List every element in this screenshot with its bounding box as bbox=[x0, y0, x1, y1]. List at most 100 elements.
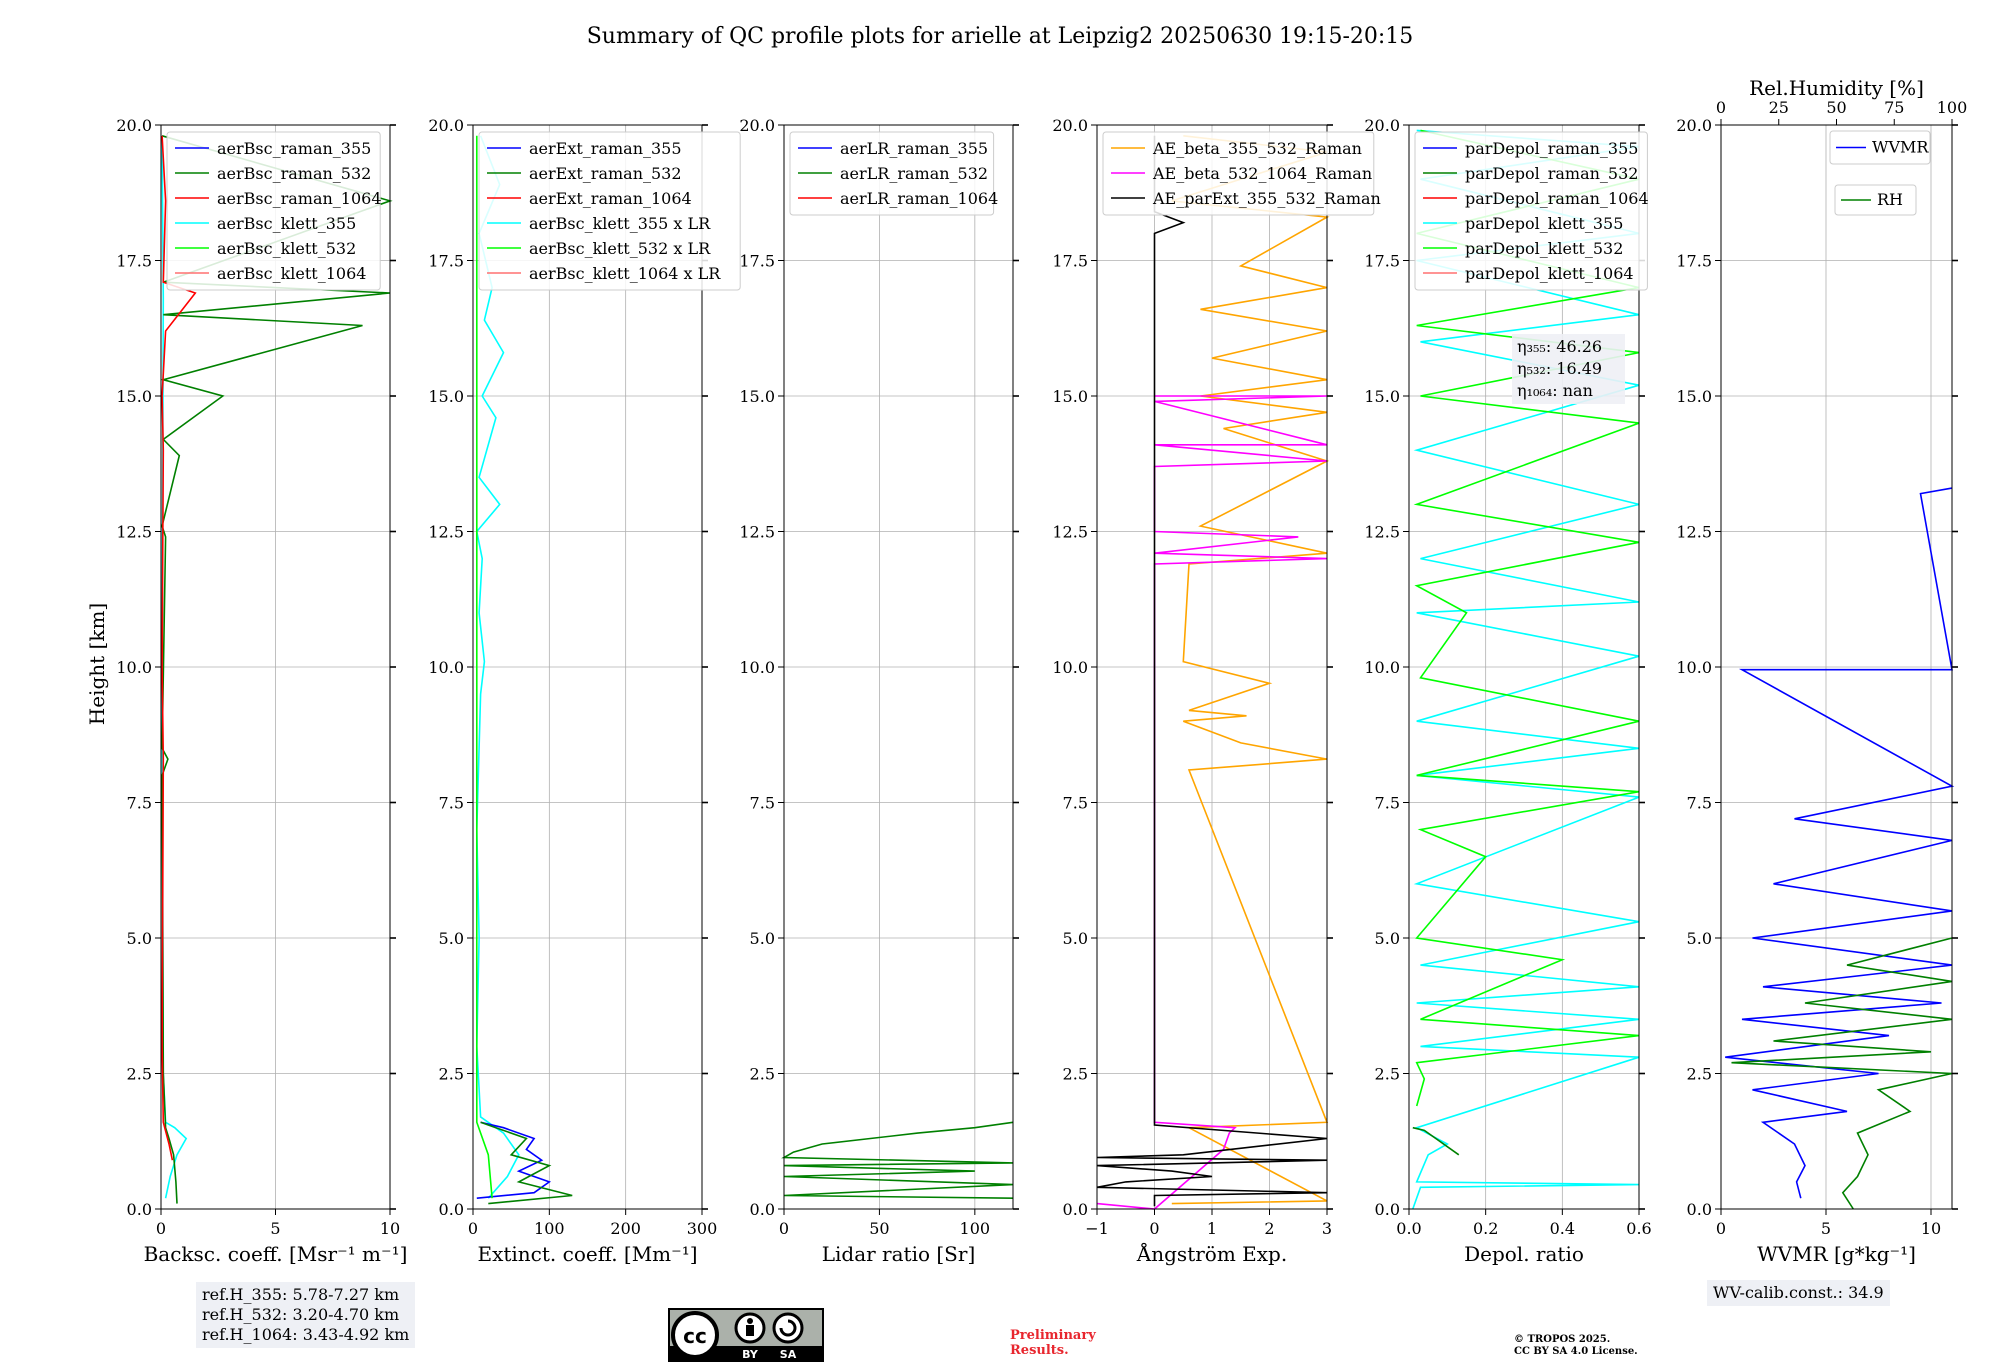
y-tick-label: 12.5 bbox=[428, 523, 464, 542]
x-tick-label: 1 bbox=[1207, 1219, 1217, 1238]
x-axis-label: Depol. ratio bbox=[1464, 1242, 1584, 1266]
x-tick-label: 300 bbox=[687, 1219, 718, 1238]
legend-entry: WVMR bbox=[1872, 138, 1929, 157]
panel-dep: 0.0 2.5 5.0 7.5 10.0 12.5 15.0 17.5 20.0 0.0 0.2 0.… bbox=[1364, 116, 1651, 1266]
legend-entry: parDepol_raman_355 bbox=[1465, 139, 1638, 158]
series-line-aerLR_raman_532 bbox=[781, 1121, 1014, 1199]
legend-box bbox=[1834, 184, 1917, 216]
y-tick-label: 20.0 bbox=[739, 116, 775, 135]
x-tick-label: 5 bbox=[270, 1219, 280, 1238]
y-tick-label: 7.5 bbox=[1687, 794, 1712, 813]
panel-wv: 0.02.55.07.510.012.515.017.520.00 5 10WVMR… bbox=[1676, 76, 1967, 1266]
series-line-parDepol_klett_355 bbox=[1412, 129, 1640, 1210]
series-line-aerBsc_raman_1064 bbox=[161, 135, 197, 1161]
y-tick-label: 2.5 bbox=[1063, 1065, 1088, 1084]
y-tick-label: 10.0 bbox=[1676, 658, 1712, 677]
refh-355: ref.H_355: 5.78-7.27 km bbox=[202, 1285, 400, 1304]
copyright-line-2: CC BY SA 4.0 License. bbox=[1514, 1346, 1638, 1357]
x-axis-label: WVMR [g*kg⁻¹] bbox=[1757, 1242, 1916, 1266]
y-tick-label: 20.0 bbox=[1676, 116, 1712, 135]
legend-entry: aerExt_raman_1064 bbox=[529, 189, 692, 208]
x-tick-label: 100 bbox=[960, 1219, 991, 1238]
legend-entry: aerBsc_raman_532 bbox=[217, 164, 371, 183]
y-tick-label: 2.5 bbox=[439, 1065, 464, 1084]
legend-entry: parDepol_klett_532 bbox=[1465, 239, 1623, 258]
series-line-aerBsc_klett_355 x LR bbox=[475, 135, 520, 1199]
series-line-parDepol_klett_532 bbox=[1413, 129, 1640, 1107]
y-tick-label: 15.0 bbox=[428, 387, 464, 406]
y-tick-label: 5.0 bbox=[1375, 929, 1400, 948]
x-tick-label: 0 bbox=[1149, 1219, 1159, 1238]
y-tick-label: 17.5 bbox=[739, 252, 775, 271]
series-line-aerBsc_raman_532 bbox=[160, 135, 393, 1204]
y-tick-label: 0.0 bbox=[1687, 1200, 1712, 1219]
top-x-tick-label: 0 bbox=[1716, 98, 1726, 117]
copyright-note: © TROPOS 2025. CC BY SA 4.0 License. bbox=[1514, 1334, 1638, 1358]
x-axis-label: Extinct. coeff. [Mm⁻¹] bbox=[477, 1242, 697, 1266]
y-tick-label: 7.5 bbox=[1063, 794, 1088, 813]
y-tick-label: 20.0 bbox=[428, 116, 464, 135]
y-tick-label: 15.0 bbox=[739, 387, 775, 406]
y-tick-label: 17.5 bbox=[116, 252, 152, 271]
sa-icon bbox=[772, 1312, 804, 1344]
y-tick-label: 12.5 bbox=[1364, 523, 1400, 542]
legend-entry: aerLR_raman_1064 bbox=[840, 189, 998, 208]
y-tick-label: 20.0 bbox=[1052, 116, 1088, 135]
y-tick-label: 0.0 bbox=[1375, 1200, 1400, 1219]
top-axis-label: Rel.Humidity [%] bbox=[1749, 76, 1924, 100]
legend-entry: aerBsc_raman_1064 bbox=[217, 189, 382, 208]
y-tick-label: 12.5 bbox=[1676, 523, 1712, 542]
y-tick-label: 7.5 bbox=[439, 794, 464, 813]
x-tick-label: 0 bbox=[779, 1219, 789, 1238]
legend-entry: aerBsc_klett_355 x LR bbox=[529, 214, 711, 233]
series-line-parDepol_raman_532 bbox=[1412, 1126, 1460, 1156]
legend-entry: aerBsc_klett_355 bbox=[217, 214, 356, 233]
legend-entry: aerExt_raman_532 bbox=[529, 164, 682, 183]
top-x-tick-label: 75 bbox=[1884, 98, 1904, 117]
legend-box bbox=[166, 131, 381, 291]
x-tick-label: 0 bbox=[1716, 1219, 1726, 1238]
y-tick-label: 20.0 bbox=[116, 116, 152, 135]
depol-annotation-line: η₅₃₂: 16.49 bbox=[1517, 359, 1602, 378]
x-tick-label: 0.2 bbox=[1473, 1219, 1498, 1238]
y-tick-label: 5.0 bbox=[127, 929, 152, 948]
reference-height-box: ref.H_355: 5.78-7.27 km ref.H_532: 3.20-… bbox=[196, 1282, 416, 1348]
y-tick-label: 2.5 bbox=[127, 1065, 152, 1084]
refh-1064: ref.H_1064: 3.43-4.92 km bbox=[202, 1325, 410, 1344]
top-x-tick-label: 50 bbox=[1826, 98, 1846, 117]
x-tick-label: 2 bbox=[1264, 1219, 1274, 1238]
wv-calib-box: WV-calib.const.: 34.9 bbox=[1707, 1280, 1890, 1306]
y-tick-label: 0.0 bbox=[127, 1200, 152, 1219]
x-tick-label: 0.4 bbox=[1550, 1219, 1575, 1238]
x-tick-label: 0.6 bbox=[1626, 1219, 1651, 1238]
legend-entry: AE_beta_355_532_Raman bbox=[1152, 139, 1362, 158]
wv-calib-text: WV-calib.const.: 34.9 bbox=[1713, 1283, 1884, 1302]
sa-label: SA bbox=[780, 1348, 797, 1361]
y-tick-label: 15.0 bbox=[116, 387, 152, 406]
y-tick-label: 15.0 bbox=[1052, 387, 1088, 406]
x-tick-label: 0.0 bbox=[1396, 1219, 1421, 1238]
panel-ae: 0.0 2.5 5.0 7.5 10.0 12.5 15.0 17.5 20.0 −1 0 1 2 3 Ån… bbox=[1052, 116, 1380, 1266]
cc-by-sa-badge: cc BY SA bbox=[668, 1308, 824, 1362]
y-tick-label: 0.0 bbox=[1063, 1200, 1088, 1219]
x-tick-label: 200 bbox=[610, 1219, 641, 1238]
series-line-aerBsc_klett_532 x LR bbox=[476, 135, 493, 1199]
x-axis-label: Backsc. coeff. [Msr⁻¹ m⁻¹] bbox=[144, 1242, 408, 1266]
legend-entry: aerBsc_raman_355 bbox=[217, 139, 371, 158]
legend-entry: AE_parExt_355_532_Raman bbox=[1152, 189, 1381, 208]
depol-annotation-line: η₁₀₆₄: nan bbox=[1517, 381, 1593, 400]
legend-entry: aerBsc_klett_532 bbox=[217, 239, 356, 258]
x-tick-label: 100 bbox=[534, 1219, 565, 1238]
series-line-RH bbox=[1731, 937, 1953, 1210]
y-tick-label: 0.0 bbox=[439, 1200, 464, 1219]
x-tick-label: 10 bbox=[1921, 1219, 1941, 1238]
y-tick-label: 15.0 bbox=[1676, 387, 1712, 406]
panel-lr: 0.0 2.5 5.0 7.5 10.0 12.5 15.0 17.5 20.0 0 50 100 Li… bbox=[739, 116, 1019, 1266]
y-tick-label: 10.0 bbox=[1364, 658, 1400, 677]
refh-532: ref.H_532: 3.20-4.70 km bbox=[202, 1305, 400, 1324]
y-tick-label: 10.0 bbox=[1052, 658, 1088, 677]
legend-box bbox=[1829, 130, 1931, 165]
top-x-tick-label: 25 bbox=[1769, 98, 1789, 117]
series-line-aerExt_raman_532 bbox=[480, 1121, 573, 1205]
legend-box bbox=[1102, 131, 1375, 216]
